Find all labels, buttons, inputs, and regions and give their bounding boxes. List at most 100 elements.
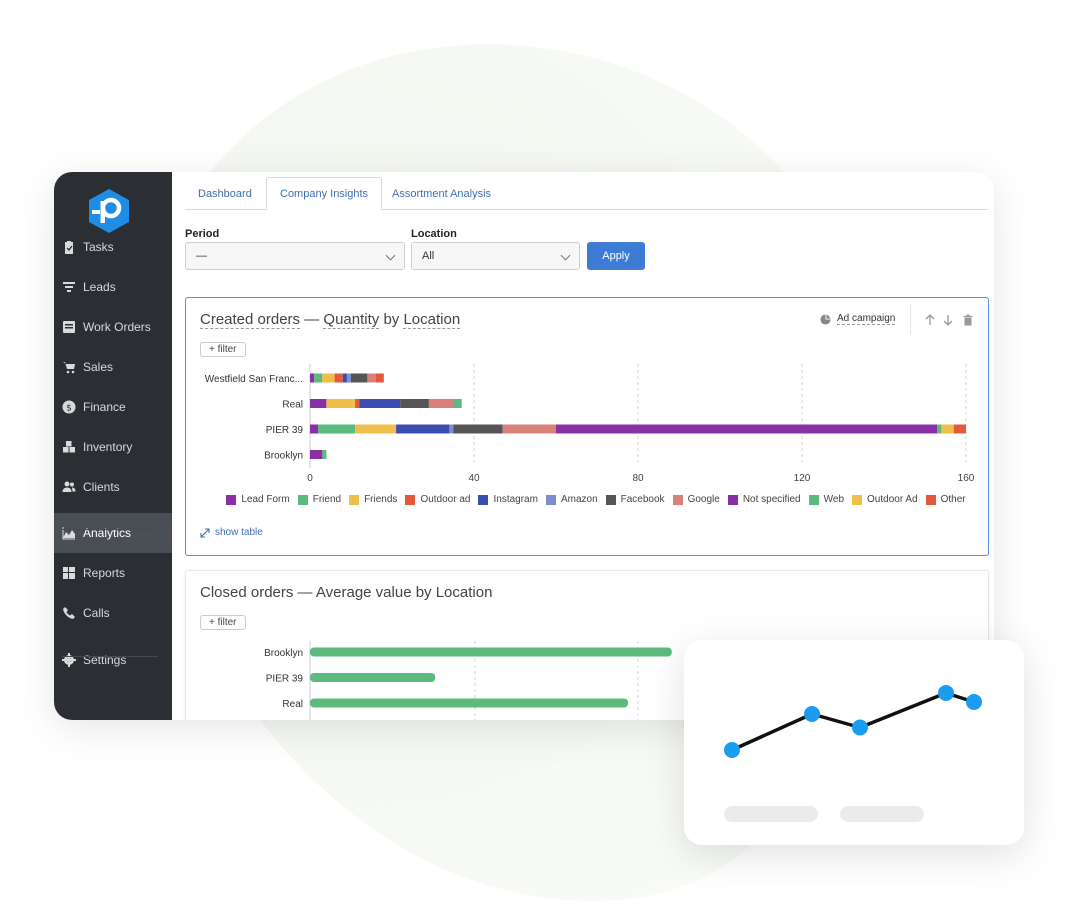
sidebar-item-label: Work Orders — [83, 320, 151, 334]
trash-icon[interactable] — [962, 313, 974, 326]
legend-label: Web — [823, 494, 845, 505]
tab-company-insights[interactable]: Company Insights — [266, 177, 383, 210]
sidebar-item-calls[interactable]: Calls — [54, 593, 172, 633]
legend-item[interactable]: Lead Form — [226, 494, 290, 505]
dimension-selector[interactable]: Location — [403, 311, 461, 329]
bar-segment[interactable] — [310, 424, 319, 434]
bar-segment[interactable] — [342, 373, 347, 383]
arrow-down-icon[interactable] — [942, 313, 954, 326]
legend-item[interactable]: Not specified — [727, 494, 801, 505]
bar-segment[interactable] — [941, 424, 954, 434]
bar[interactable] — [310, 673, 436, 682]
sidebar-item-reports[interactable]: Reports — [54, 553, 172, 593]
location-select[interactable]: All — [411, 242, 580, 270]
measure-selector[interactable]: Quantity — [323, 311, 380, 329]
trend-preview-card — [684, 640, 1024, 845]
bar-segment[interactable] — [453, 399, 462, 408]
bar-segment[interactable] — [334, 373, 343, 383]
bar-segment[interactable] — [310, 373, 315, 383]
bar-segment[interactable] — [937, 424, 942, 434]
data-point[interactable] — [852, 719, 868, 736]
data-point[interactable] — [966, 694, 982, 710]
bar-segment[interactable] — [310, 450, 323, 459]
sidebar-item-settings[interactable]: Settings — [54, 640, 172, 680]
legend-item[interactable]: Amazon — [545, 494, 598, 505]
created-orders-card: Created orders — Quantity by Location + … — [185, 297, 989, 556]
add-filter-button[interactable]: + filter — [200, 342, 246, 357]
legend-swatch — [852, 494, 863, 505]
bar[interactable] — [310, 698, 629, 708]
sidebar-item-work-orders[interactable]: Work Orders — [54, 307, 172, 347]
line-chart — [724, 685, 982, 758]
bar-segment[interactable] — [322, 373, 335, 383]
bar-segment[interactable] — [375, 373, 384, 383]
sidebar-item-finance[interactable]: $ Finance — [54, 387, 172, 427]
period-label: Period — [185, 228, 220, 240]
title-by: by — [411, 584, 436, 601]
location-label: Location — [411, 228, 457, 240]
boxes-icon — [62, 440, 76, 454]
stacked-bar-chart: 0 40 80 120 160 Westfield San Franc... Real PIE… — [205, 364, 975, 484]
bar-segment[interactable] — [367, 373, 376, 383]
sidebar-item-analytics[interactable]: Analytics — [54, 513, 172, 553]
tab-assortment-analysis[interactable]: Assortment Analysis — [392, 187, 492, 200]
tab-dashboard[interactable]: Dashboard — [198, 187, 252, 200]
sidebar-item-clients[interactable]: Clients — [54, 467, 172, 507]
bar-segment[interactable] — [326, 399, 356, 408]
legend-item[interactable]: Google — [672, 494, 720, 505]
bar[interactable] — [310, 647, 672, 657]
arrow-up-icon[interactable] — [924, 313, 936, 325]
legend-swatch — [727, 494, 738, 505]
category-label: Real — [282, 400, 303, 411]
bar-segment[interactable] — [453, 424, 503, 434]
bar-segment[interactable] — [346, 373, 351, 383]
legend-item[interactable]: Facebook — [605, 494, 665, 505]
bar-segment[interactable] — [953, 424, 966, 434]
bar-segment[interactable] — [556, 424, 938, 434]
dollar-icon: $ — [62, 400, 76, 414]
bar-segment[interactable] — [355, 399, 360, 408]
bar-segment[interactable] — [400, 399, 429, 408]
legend-item[interactable]: Friend — [297, 494, 341, 505]
data-point[interactable] — [804, 706, 820, 722]
legend-item[interactable]: Friends — [349, 494, 397, 505]
bar-segment[interactable] — [351, 373, 368, 383]
sidebar-item-tasks[interactable]: Tasks — [54, 227, 172, 267]
x-tick-label: 120 — [794, 473, 811, 484]
metric-selector[interactable]: Created orders — [200, 311, 301, 329]
bar-segment[interactable] — [310, 399, 327, 408]
data-point[interactable] — [938, 685, 954, 701]
dimension-selector[interactable]: Location — [435, 584, 493, 601]
bar-segment[interactable] — [322, 450, 327, 459]
bar-segment[interactable] — [502, 424, 556, 434]
bar-segment[interactable] — [355, 424, 397, 434]
bar-segment[interactable] — [396, 424, 450, 434]
sidebar-item-label: Sales — [83, 360, 114, 374]
sidebar-item-leads[interactable]: Leads — [54, 267, 172, 307]
ad-campaign-button[interactable]: Ad campaign — [820, 313, 896, 325]
metric-selector[interactable]: Closed orders — [200, 584, 294, 601]
legend-label: Lead Form — [241, 494, 290, 505]
legend-item[interactable]: Other — [925, 494, 966, 505]
legend-item[interactable]: Web — [808, 494, 845, 505]
bar-segment[interactable] — [314, 373, 323, 383]
legend-item[interactable]: Outdoor ad — [405, 494, 470, 505]
sidebar-item-sales[interactable]: Sales — [54, 347, 172, 387]
measure-selector[interactable]: Average value — [315, 584, 412, 601]
apply-button[interactable]: Apply — [587, 242, 645, 270]
legend-swatch — [297, 494, 308, 505]
bar-segment[interactable] — [449, 424, 454, 434]
sidebar-item-inventory[interactable]: Inventory — [54, 427, 172, 467]
add-filter-button[interactable]: + filter — [200, 615, 246, 630]
bar-segment[interactable] — [359, 399, 401, 408]
legend-swatch — [545, 494, 556, 505]
period-select[interactable]: — — [185, 242, 405, 270]
data-point[interactable] — [724, 742, 740, 758]
legend-swatch — [405, 494, 416, 505]
legend-item[interactable]: Outdoor Ad — [852, 494, 918, 505]
bar-segment[interactable] — [318, 424, 356, 434]
gear-icon — [62, 653, 76, 667]
bar-segment[interactable] — [428, 399, 454, 408]
show-table-link[interactable]: show table — [200, 527, 263, 538]
legend-item[interactable]: Instagram — [478, 494, 538, 505]
